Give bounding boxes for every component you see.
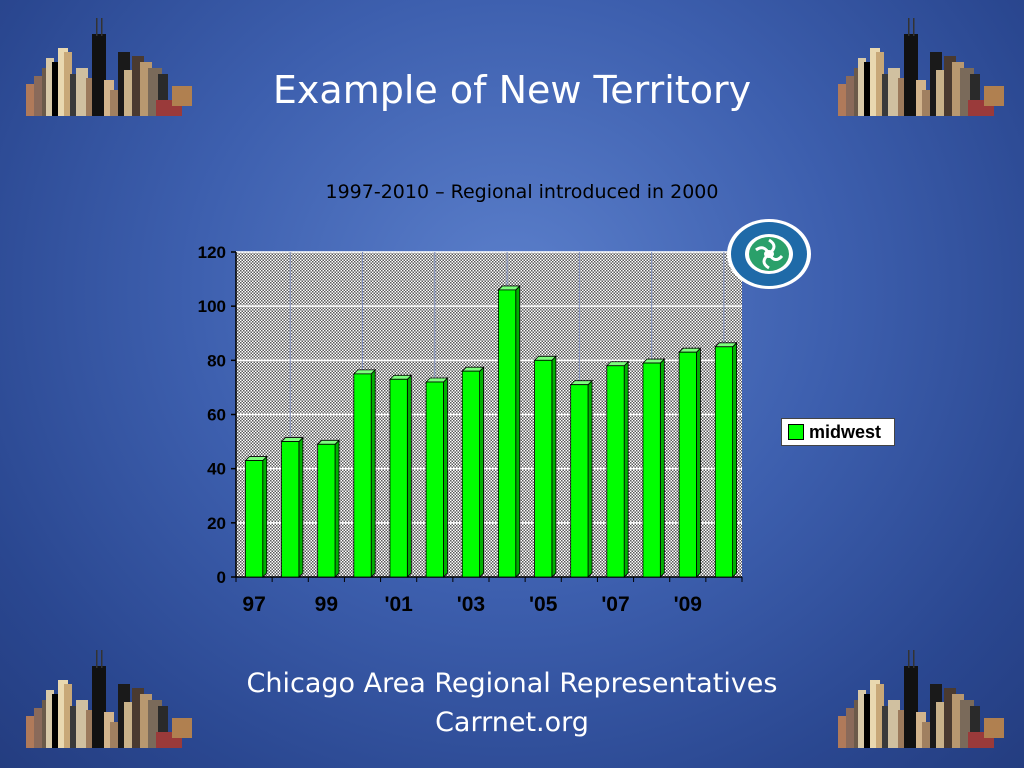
- bar: [425, 381, 444, 578]
- bar-side: [587, 379, 593, 578]
- bar-side: [370, 368, 376, 578]
- bar: [678, 351, 697, 578]
- bar-side: [298, 436, 304, 578]
- bar-top: [461, 366, 485, 372]
- bar-side: [659, 358, 665, 578]
- bar: [714, 346, 734, 578]
- bar-top: [642, 358, 666, 364]
- bar-top: [497, 285, 521, 291]
- chart-legend: midwest: [781, 418, 895, 446]
- x-tick-label: 97: [242, 593, 265, 616]
- bar: [353, 373, 372, 578]
- bar-top: [425, 377, 449, 383]
- bar: [642, 362, 661, 578]
- bar-side: [262, 455, 268, 578]
- y-tick-label: 40: [207, 460, 226, 479]
- slide-title: Example of New Territory: [272, 68, 752, 112]
- bar-top: [714, 342, 738, 348]
- bar-side: [696, 347, 701, 578]
- x-tick-label: '05: [529, 593, 558, 616]
- bar: [244, 460, 264, 578]
- bar-top: [316, 439, 340, 445]
- bar-top: [569, 380, 593, 386]
- bar-top: [533, 355, 557, 361]
- legend-swatch: [788, 424, 804, 440]
- bar-top: [389, 374, 413, 380]
- bar-top: [678, 347, 702, 353]
- x-tick-label: '03: [457, 593, 485, 616]
- bar-top: [280, 437, 304, 442]
- bar-top: [244, 456, 268, 461]
- bar-side: [515, 284, 521, 578]
- y-tick-label: 120: [198, 243, 226, 262]
- bar-side: [732, 341, 738, 578]
- bar-top: [352, 369, 377, 375]
- bar-top: [605, 361, 630, 367]
- y-tick-label: 60: [207, 406, 226, 425]
- university-seal-logo: [727, 219, 811, 289]
- bar: [461, 370, 481, 578]
- y-tick-label: 80: [207, 351, 226, 370]
- bar: [317, 443, 336, 578]
- footer-organization: Chicago Area Regional Representatives: [246, 668, 778, 699]
- bar: [281, 441, 300, 578]
- legend-label: midwest: [809, 421, 882, 442]
- x-tick-label: '09: [674, 593, 702, 616]
- bar: [570, 384, 589, 578]
- bar-side: [334, 439, 340, 578]
- bar-side: [443, 377, 448, 578]
- x-tick-label: '07: [601, 593, 629, 616]
- bar: [497, 289, 517, 578]
- bar-side: [479, 366, 485, 578]
- y-tick-label: 100: [198, 297, 226, 316]
- bar: [606, 365, 625, 578]
- chart-subtitle: 1997-2010 – Regional introduced in 2000: [325, 181, 719, 203]
- footer-website: Carrnet.org: [435, 707, 589, 738]
- bar: [389, 378, 408, 578]
- x-tick-label: '01: [384, 593, 413, 616]
- bar-side: [551, 355, 557, 578]
- y-tick-label: 20: [207, 514, 226, 533]
- x-tick-label: 99: [315, 593, 338, 616]
- y-tick-label: 0: [217, 568, 226, 587]
- bar-side: [623, 360, 629, 578]
- bar-side: [406, 374, 412, 578]
- bar: [534, 359, 553, 578]
